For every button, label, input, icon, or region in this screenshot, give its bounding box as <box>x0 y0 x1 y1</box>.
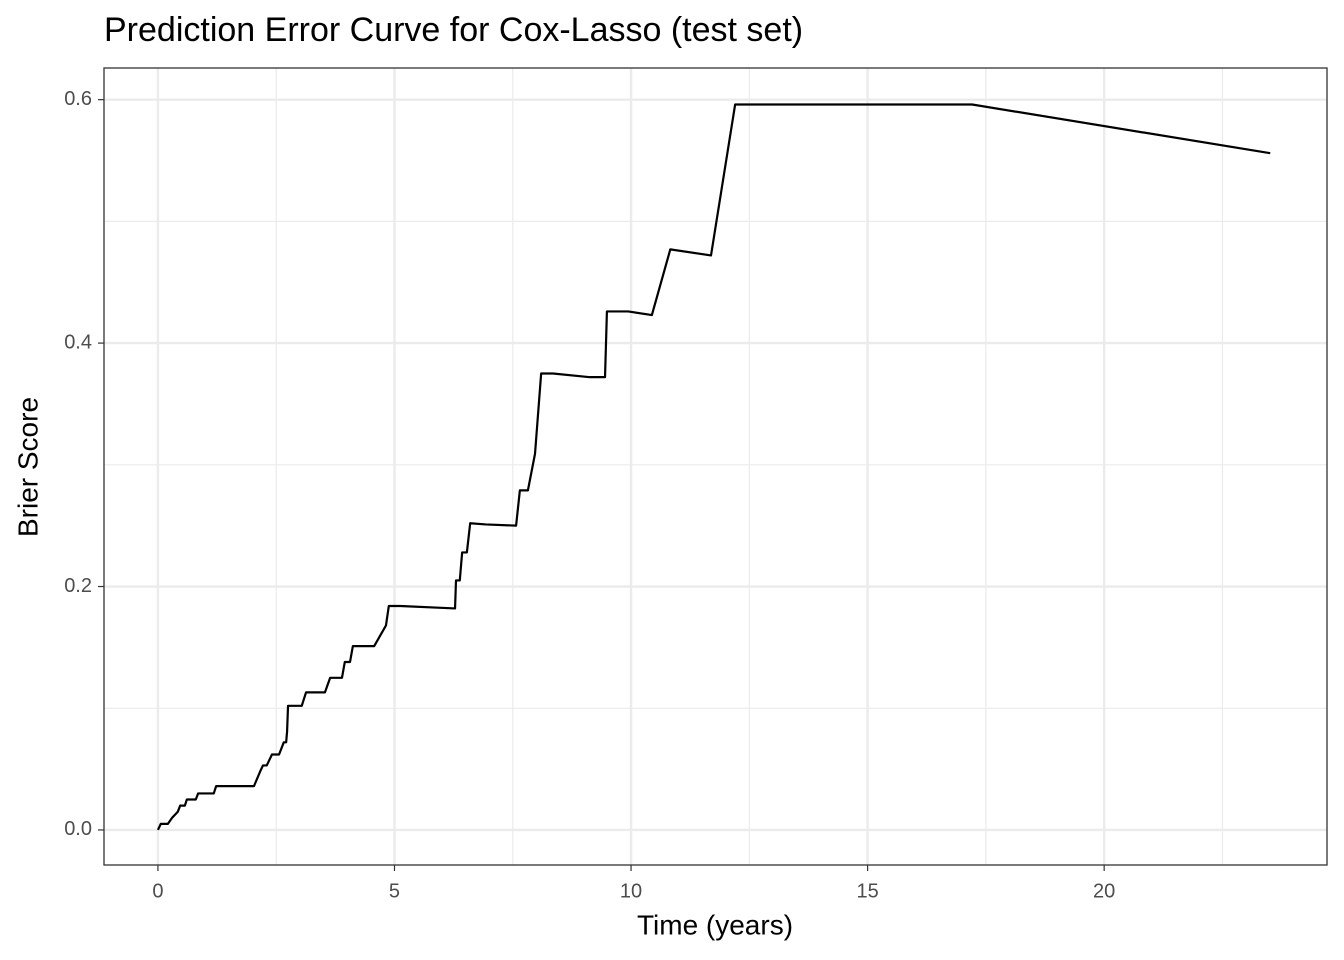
data-line <box>156 103 1271 831</box>
plot-border <box>103 67 1328 866</box>
x-tick-label: 0 <box>152 880 163 902</box>
y-tick-label: 0.0 <box>64 818 92 840</box>
chart-title: Prediction Error Curve for Cox-Lasso (te… <box>104 11 803 49</box>
x-tick-label: 20 <box>1093 880 1115 902</box>
x-tick-label: 5 <box>389 880 400 902</box>
y-tick-label: 0.6 <box>64 88 92 110</box>
x-tick-label: 10 <box>620 880 642 902</box>
y-tick-label: 0.4 <box>64 331 92 353</box>
x-axis-title: Time (years) <box>637 909 793 940</box>
y-tick-label: 0.2 <box>64 575 92 597</box>
y-axis-title: Brier Score <box>12 397 43 537</box>
x-tick-label: 15 <box>856 880 878 902</box>
